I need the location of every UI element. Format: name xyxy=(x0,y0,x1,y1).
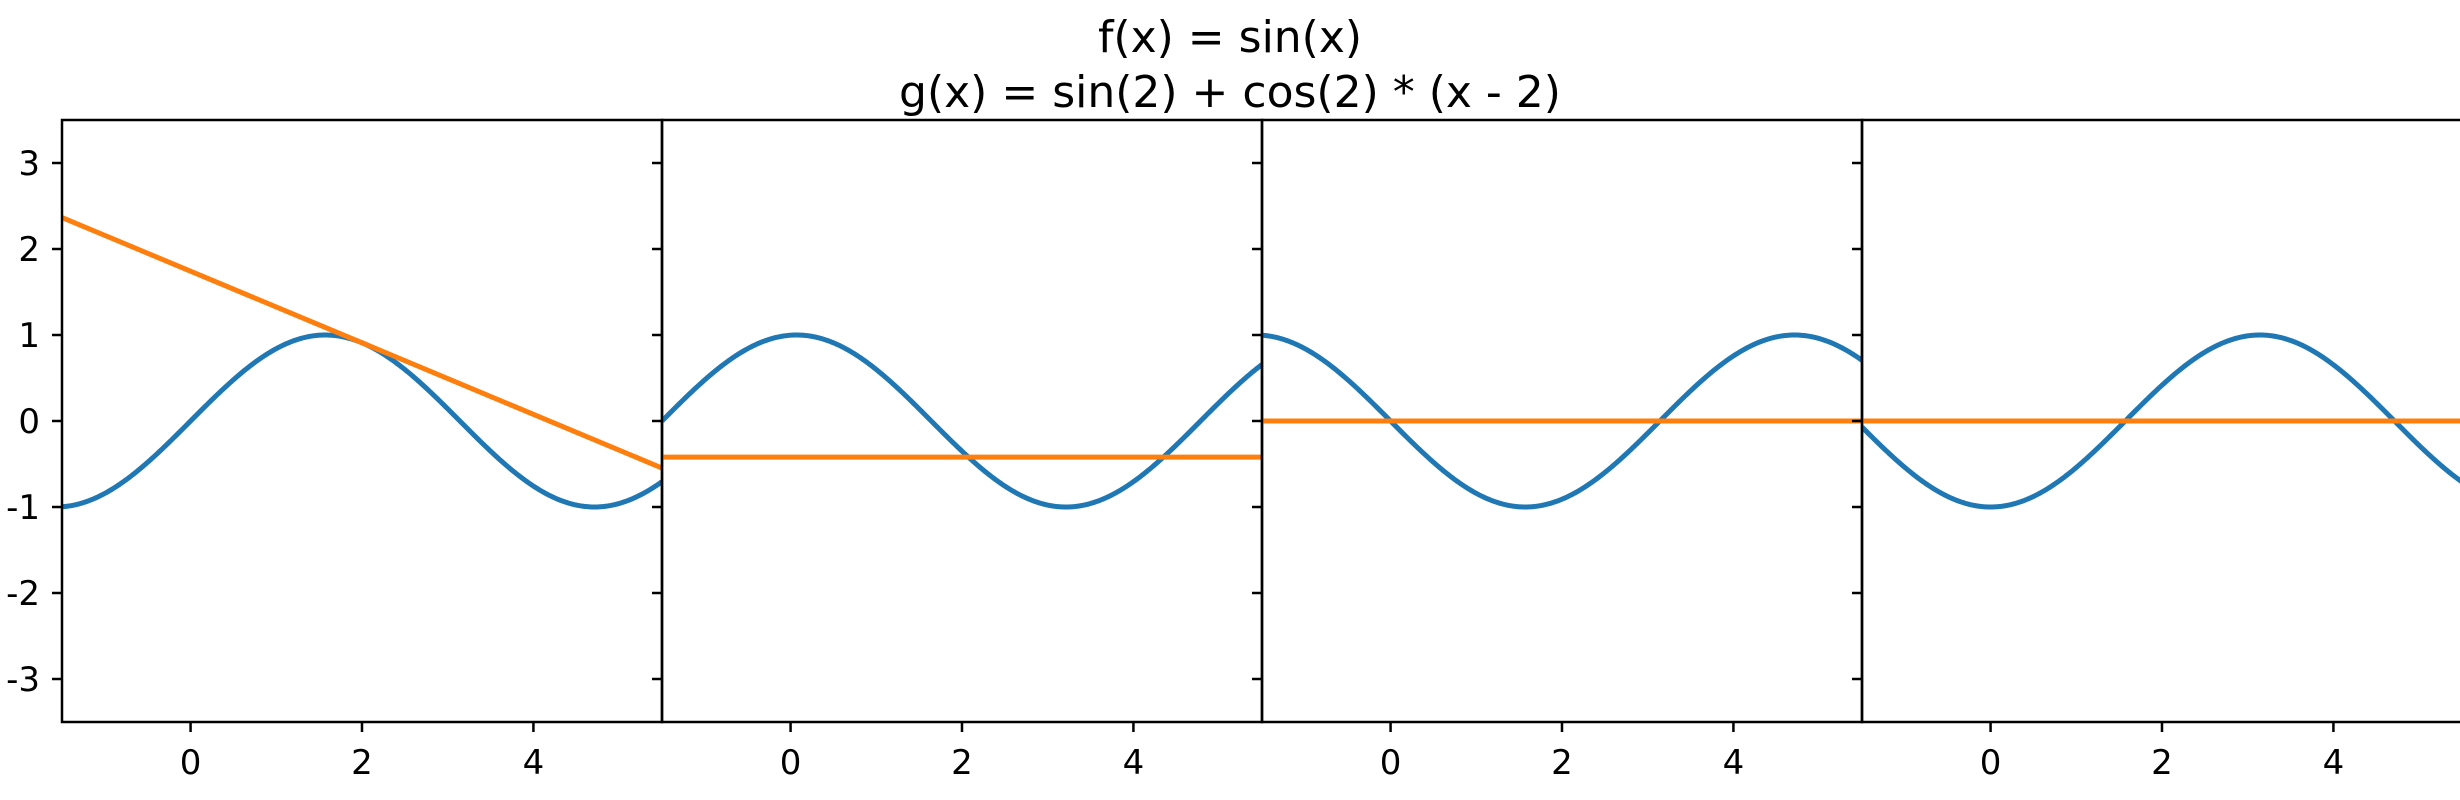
y-tick-label: 0 xyxy=(18,402,40,442)
y-tick-label: -3 xyxy=(6,660,40,700)
series-g-line xyxy=(62,215,662,471)
subplot-3: 0 2 4 xyxy=(1252,118,1864,783)
chart-title-line-2: g(x) = sin(2) + cos(2) * (x - 2) xyxy=(899,67,1561,118)
x-tick-label: 0 xyxy=(1980,743,2002,783)
plot-area xyxy=(62,215,662,510)
x-tick-label: 4 xyxy=(1123,743,1145,783)
series-f-line xyxy=(662,332,1262,510)
x-tick-label: 0 xyxy=(180,743,202,783)
plot-area xyxy=(662,332,1262,510)
x-tick-label: 4 xyxy=(523,743,545,783)
axes-frame xyxy=(60,118,664,724)
x-tick-label: 4 xyxy=(2323,743,2345,783)
x-tick-label: 2 xyxy=(351,743,373,783)
x-tick-label: 2 xyxy=(951,743,973,783)
x-tick-label: 0 xyxy=(780,743,802,783)
y-tick-label: 3 xyxy=(18,144,40,184)
axes-frame xyxy=(660,118,1264,724)
series-f-line xyxy=(62,332,662,510)
y-tick-label: -1 xyxy=(6,488,40,528)
subplot-2: 0 2 4 xyxy=(652,118,1264,783)
series-f-line xyxy=(1862,332,2460,510)
x-tick-label: 2 xyxy=(1551,743,1573,783)
plot-area xyxy=(1262,332,1862,510)
series-f-line xyxy=(1262,332,1862,510)
y-tick-label: 1 xyxy=(18,316,40,356)
y-tick-label: -2 xyxy=(6,574,40,614)
x-tick-label: 2 xyxy=(2151,743,2173,783)
y-tick-label: 2 xyxy=(18,230,40,270)
x-tick-label: 4 xyxy=(1723,743,1745,783)
x-tick-label: 0 xyxy=(1380,743,1402,783)
plot-area xyxy=(1862,332,2460,510)
subplot-grid: -3 -2 -1 0 1 2 3 0 2 4 0 2 4 0 2 4 0 2 4 xyxy=(6,118,2460,783)
subplot-1: -3 -2 -1 0 1 2 3 0 2 4 xyxy=(6,118,664,783)
subplot-4: 0 2 4 xyxy=(1852,118,2460,783)
chart-title-line-1: f(x) = sin(x) xyxy=(1098,12,1362,63)
